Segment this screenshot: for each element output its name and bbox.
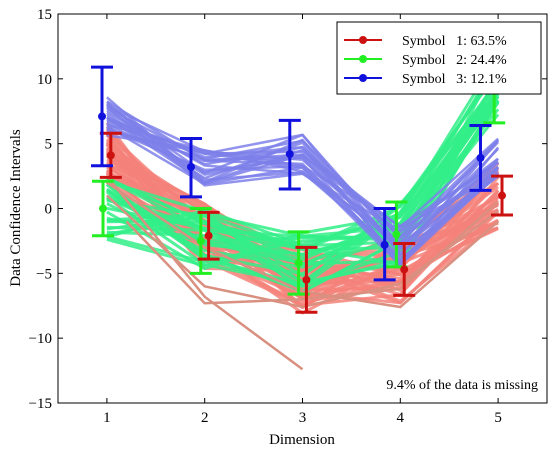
mean-point [196,236,205,245]
series-3-trajectory [106,96,499,238]
legend-marker [359,74,367,82]
mean-point [498,191,507,200]
mean-point [187,163,196,172]
series-2-trajectory [106,76,500,271]
y-tick-label: 10 [37,72,52,88]
legend-marker [359,55,367,63]
x-tick-label: 5 [494,410,502,426]
mean-point [106,151,115,160]
x-axis-label: Dimension [269,432,335,448]
mean-point [98,112,107,121]
y-axis-label: Data Confidence Intervals [8,129,24,287]
y-tick-label: 0 [45,202,53,218]
x-tick-label: 2 [201,410,209,426]
series-3-trajectories [106,96,500,267]
mean-point [302,275,311,284]
legend-marker [359,36,367,44]
mean-point [400,265,409,274]
legend: Symbol 1: 63.5% Symbol 2: 24.4% Symbol 3: … [336,21,542,95]
outlier-trajectories [105,175,499,371]
x-tick-label: 4 [397,410,405,426]
outlier-trajectory [106,181,499,309]
mean-point [380,240,389,249]
trajectory-bands [105,54,500,371]
y-tick-label: 15 [37,7,52,23]
mean-point [204,231,213,240]
series-2-trajectory [106,95,500,264]
y-axis: 15 10 5 0 −5 −10 −15 [29,7,547,412]
y-tick-label: 5 [45,137,53,153]
mean-point [476,153,485,162]
outlier-trajectory [105,175,304,371]
legend-label: Symbol 2: 24.4% [402,53,507,68]
series-3-trajectory [106,126,499,251]
series-3-confidence-intervals [91,65,492,282]
legend-label: Symbol 3: 12.1% [402,72,507,87]
x-tick-label: 3 [299,410,307,426]
series-3-trajectory [106,104,499,247]
missing-data-annotation: 9.4% of the data is missing [386,378,538,393]
legend-label: Symbol 1: 63.5% [402,34,507,49]
y-tick-label: −10 [29,331,52,347]
outlier-trajectory [106,194,499,309]
mean-point [98,204,107,213]
mean-point [392,230,401,239]
mean-point [285,150,294,159]
series-2-trajectory [106,101,500,248]
series-3-trajectory [106,116,499,238]
x-axis: 1 2 3 4 5 [103,14,502,426]
series-2-trajectory [106,90,500,286]
y-tick-label: −15 [29,396,52,412]
mean-point [294,258,303,267]
series-3-trajectory [106,116,499,267]
y-tick-label: −5 [36,266,52,282]
series-3-trajectory [106,116,499,256]
series-1-confidence-intervals [99,131,514,314]
x-tick-label: 1 [103,410,111,426]
